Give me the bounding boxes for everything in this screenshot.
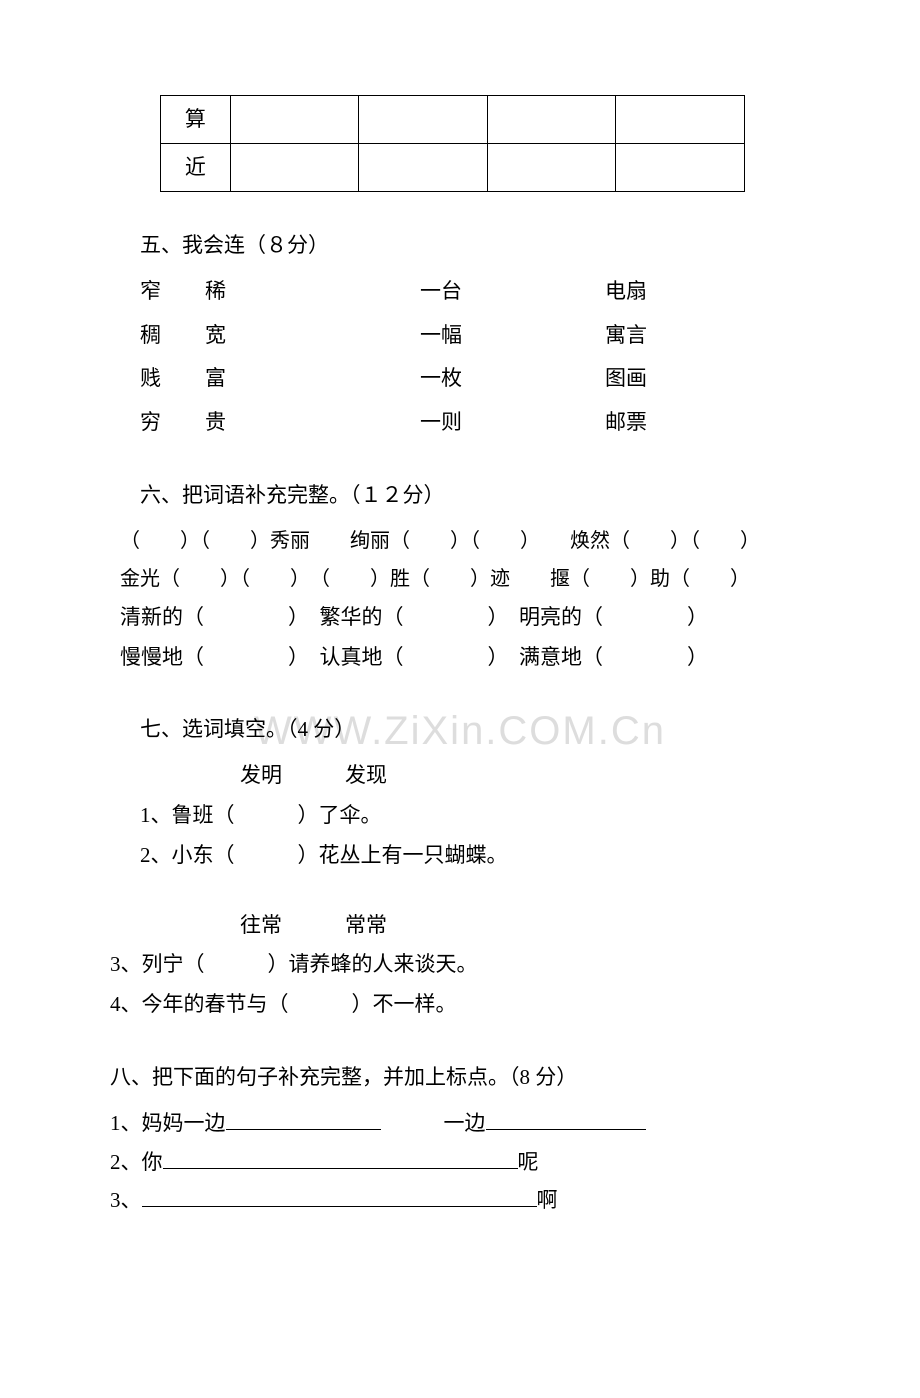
q8-2-text-a: 2、你	[110, 1150, 163, 1174]
table-cell-empty	[230, 96, 359, 144]
match-item: 富	[205, 360, 420, 398]
fill-line-2: 金光（ ）（ ） （ ）胜（ ）迹 揠（ ）助（ ）	[120, 561, 780, 597]
question-8-3: 3、 啊	[110, 1182, 780, 1220]
table-cell-label: 算	[161, 96, 231, 144]
fill-line-3: 清新的（ ） 繁华的（ ） 明亮的（ ）	[120, 599, 780, 637]
match-item: 贱	[140, 360, 205, 398]
match-item: 穷	[140, 404, 205, 442]
match-item: 一幅	[420, 317, 605, 355]
blank-underline	[486, 1107, 646, 1130]
word-pair-1: 发明 发现	[140, 757, 780, 795]
q8-3-text-a: 3、	[110, 1188, 142, 1212]
blank-underline	[226, 1107, 381, 1130]
q8-3-text-b: 啊	[537, 1188, 558, 1212]
match-item: 一枚	[420, 360, 605, 398]
word-pair-2: 往常 常常	[140, 907, 780, 945]
match-row: 稠 宽 一幅 寓言	[140, 317, 780, 355]
match-item: 窄	[140, 273, 205, 311]
match-item: 稠	[140, 317, 205, 355]
question-8-2: 2、你 呢	[110, 1144, 780, 1182]
q8-2-text-b: 呢	[518, 1150, 539, 1174]
match-item: 寓言	[605, 317, 647, 355]
table-cell-empty	[487, 144, 616, 192]
section-7: 七、选词填空。（4 分） 发明 发现 1、鲁班（ ）了伞。 2、小东（ ）花丛上…	[140, 711, 780, 1024]
character-table: 算 近	[160, 95, 780, 192]
q8-1-text-a: 1、妈妈一边	[110, 1111, 226, 1135]
match-item: 邮票	[605, 404, 647, 442]
blank-underline	[163, 1145, 518, 1168]
page-content: 算 近 五、我会连（８分） 窄 稀 一台 电扇 稠 宽	[140, 95, 780, 1220]
section-6: 六、把词语补充完整。（１２分） （ ）（ ）秀丽 绚丽（ ）（ ） 焕然（ ）（…	[140, 477, 780, 676]
question-7-4: 4、今年的春节与（ ）不一样。	[110, 986, 780, 1024]
table-cell-empty	[359, 96, 488, 144]
table-cell-empty	[487, 96, 616, 144]
table-cell-empty	[359, 144, 488, 192]
question-7-1: 1、鲁班（ ）了伞。	[140, 797, 780, 835]
match-item: 一台	[420, 273, 605, 311]
match-row: 窄 稀 一台 电扇	[140, 273, 780, 311]
table-cell-empty	[616, 96, 745, 144]
blank-underline	[142, 1184, 537, 1207]
section-7-title: 七、选词填空。（4 分）	[140, 711, 780, 749]
match-item: 稀	[205, 273, 420, 311]
table-cell-empty	[230, 144, 359, 192]
section-6-title: 六、把词语补充完整。（１２分）	[140, 477, 780, 515]
section-8-title: 八、把下面的句子补充完整，并加上标点。（8 分）	[110, 1059, 780, 1097]
match-item: 宽	[205, 317, 420, 355]
match-item: 一则	[420, 404, 605, 442]
fill-line-1: （ ）（ ）秀丽 绚丽（ ）（ ） 焕然（ ）（ ）	[120, 523, 780, 559]
match-row: 贱 富 一枚 图画	[140, 360, 780, 398]
match-item: 电扇	[605, 273, 647, 311]
match-item: 贵	[205, 404, 420, 442]
section-5-title: 五、我会连（８分）	[140, 227, 780, 265]
table-row: 近	[161, 144, 745, 192]
question-8-1: 1、妈妈一边 一边	[110, 1105, 780, 1143]
table-cell-empty	[616, 144, 745, 192]
fill-line-4: 慢慢地（ ） 认真地（ ） 满意地（ ）	[120, 639, 780, 677]
question-7-2: 2、小东（ ）花丛上有一只蝴蝶。	[140, 837, 780, 875]
question-7-3: 3、列宁（ ）请养蜂的人来谈天。	[110, 946, 780, 984]
section-8: 八、把下面的句子补充完整，并加上标点。（8 分） 1、妈妈一边 一边 2、你呢 …	[140, 1059, 780, 1220]
table-row: 算	[161, 96, 745, 144]
match-item: 图画	[605, 360, 647, 398]
q8-1-text-b: 一边	[444, 1111, 486, 1135]
section-5: 五、我会连（８分） 窄 稀 一台 电扇 稠 宽 一幅 寓言 贱 富 一枚 图画 …	[140, 227, 780, 442]
table-cell-label: 近	[161, 144, 231, 192]
match-row: 穷 贵 一则 邮票	[140, 404, 780, 442]
